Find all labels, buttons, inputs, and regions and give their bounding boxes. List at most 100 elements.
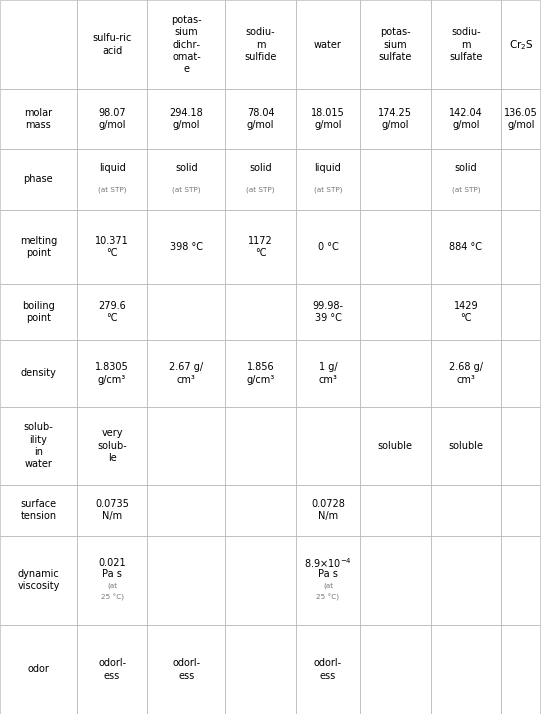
Bar — [0, 625, 77, 714]
Text: soluble: soluble — [448, 441, 483, 451]
Bar — [147, 485, 225, 536]
Text: (at: (at — [323, 583, 333, 589]
Bar — [0, 149, 77, 210]
Bar — [77, 407, 147, 485]
Text: 136.05
g/mol: 136.05 g/mol — [504, 108, 538, 130]
Bar — [431, 284, 501, 340]
Bar — [501, 0, 540, 89]
Bar — [360, 89, 431, 149]
Text: 884 °C: 884 °C — [449, 242, 482, 252]
Bar — [501, 340, 540, 407]
Bar — [296, 340, 360, 407]
Bar — [296, 407, 360, 485]
Text: 25 °C): 25 °C) — [317, 593, 339, 601]
Bar — [501, 407, 540, 485]
Bar — [431, 89, 501, 149]
Bar — [501, 485, 540, 536]
Bar — [360, 485, 431, 536]
Bar — [77, 536, 147, 625]
Bar — [0, 89, 77, 149]
Bar — [0, 284, 77, 340]
Text: 25 °C): 25 °C) — [101, 593, 124, 601]
Bar — [147, 536, 225, 625]
Bar — [296, 284, 360, 340]
Bar — [431, 485, 501, 536]
Text: 294.18
g/mol: 294.18 g/mol — [170, 108, 203, 130]
Text: water: water — [314, 39, 342, 50]
Text: Pa s: Pa s — [318, 569, 338, 580]
Text: 2.67 g/
cm³: 2.67 g/ cm³ — [169, 362, 203, 385]
Text: solid: solid — [455, 164, 478, 174]
Text: potas­
sium
dichr­
omat­
e: potas­ sium dichr­ omat­ e — [171, 15, 202, 74]
Text: boiling
point: boiling point — [22, 301, 55, 323]
Bar — [296, 485, 360, 536]
Bar — [296, 536, 360, 625]
Text: odor: odor — [28, 664, 49, 675]
Text: 8.9×10$^{-4}$: 8.9×10$^{-4}$ — [304, 556, 352, 570]
Text: odorl­
ess: odorl­ ess — [314, 658, 342, 680]
Bar — [225, 340, 296, 407]
Bar — [225, 89, 296, 149]
Bar — [360, 284, 431, 340]
Bar — [0, 0, 77, 89]
Text: 174.25
g/mol: 174.25 g/mol — [378, 108, 412, 130]
Text: very
solub­
le: very solub­ le — [97, 428, 127, 463]
Text: (at STP): (at STP) — [451, 187, 480, 193]
Text: potas­
sium
sulfate: potas­ sium sulfate — [379, 27, 412, 62]
Text: (at STP): (at STP) — [247, 187, 275, 193]
Bar — [147, 407, 225, 485]
Text: 0.0735
N/m: 0.0735 N/m — [95, 499, 129, 521]
Bar — [0, 485, 77, 536]
Text: 1.856
g/cm³: 1.856 g/cm³ — [247, 362, 275, 385]
Bar — [360, 340, 431, 407]
Text: 98.07
g/mol: 98.07 g/mol — [98, 108, 126, 130]
Text: 1429
°C: 1429 °C — [454, 301, 478, 323]
Text: 142.04
g/mol: 142.04 g/mol — [449, 108, 483, 130]
Bar — [225, 149, 296, 210]
Bar — [77, 625, 147, 714]
Text: dynamic
viscosity: dynamic viscosity — [17, 569, 60, 591]
Bar — [501, 149, 540, 210]
Text: liquid: liquid — [99, 164, 126, 174]
Text: Pa s: Pa s — [102, 569, 122, 580]
Bar — [360, 625, 431, 714]
Text: (at STP): (at STP) — [314, 187, 342, 193]
Bar — [225, 210, 296, 284]
Text: odorl­
ess: odorl­ ess — [172, 658, 201, 680]
Text: 279.6
°C: 279.6 °C — [98, 301, 126, 323]
Bar — [431, 407, 501, 485]
Bar — [431, 0, 501, 89]
Bar — [147, 625, 225, 714]
Bar — [0, 407, 77, 485]
Text: 0 °C: 0 °C — [318, 242, 338, 252]
Bar — [296, 149, 360, 210]
Bar — [0, 210, 77, 284]
Text: 0.0728
N/m: 0.0728 N/m — [311, 499, 345, 521]
Bar — [225, 485, 296, 536]
Text: (at: (at — [107, 583, 117, 589]
Text: 1172
°C: 1172 °C — [248, 236, 273, 258]
Bar — [431, 210, 501, 284]
Bar — [225, 625, 296, 714]
Bar — [225, 407, 296, 485]
Text: 1.8305
g/cm³: 1.8305 g/cm³ — [95, 362, 129, 385]
Bar — [360, 536, 431, 625]
Text: solid: solid — [249, 164, 272, 174]
Text: 1 g/
cm³: 1 g/ cm³ — [319, 362, 338, 385]
Text: (at STP): (at STP) — [172, 187, 201, 193]
Bar — [360, 149, 431, 210]
Bar — [360, 0, 431, 89]
Text: 0.021: 0.021 — [98, 558, 126, 568]
Text: solub­
ility
in
water: solub­ ility in water — [23, 422, 53, 470]
Text: density: density — [21, 368, 56, 378]
Bar — [77, 89, 147, 149]
Bar — [431, 340, 501, 407]
Text: 10.371
°C: 10.371 °C — [95, 236, 129, 258]
Text: 99.98­
39 °C: 99.98­ 39 °C — [313, 301, 344, 323]
Text: solid: solid — [175, 164, 198, 174]
Text: liquid: liquid — [314, 164, 341, 174]
Bar — [147, 340, 225, 407]
Bar — [147, 210, 225, 284]
Bar — [296, 625, 360, 714]
Text: melting
point: melting point — [20, 236, 57, 258]
